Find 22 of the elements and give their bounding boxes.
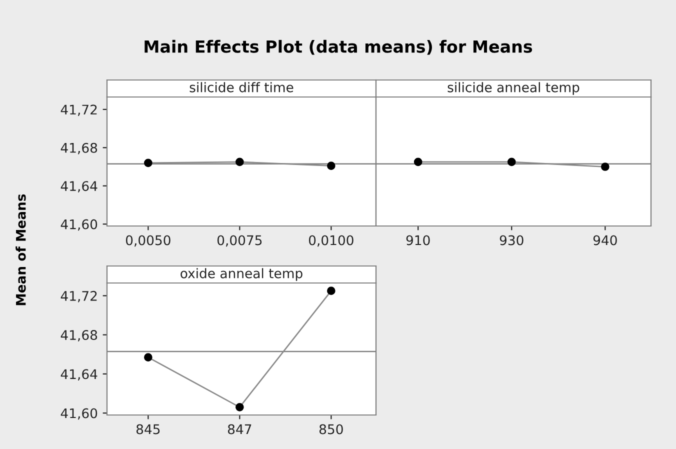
chart-title: silicide anneal temp [448,82,580,95]
text: Main Effects Plot (data means) for Means [144,40,532,55]
x-tick-label: 940 [593,235,617,246]
y-tick-label: 41,72 [60,290,97,302]
chart-title: silicide diff time [190,82,294,92]
y-tick-label: 41,60 [60,408,98,420]
y-axis-title: Mean of Means [16,194,26,306]
y-tick-label: 41,60 [60,219,98,231]
x-tick-label: 930 [500,235,524,246]
y-tick-label: 41,64 [60,181,98,192]
x-tick-label: 0,0075 [217,235,262,247]
x-tick-label: 850 [319,424,343,434]
x-tick-label: 845 [136,424,160,434]
y-tick-label: 41,72 [60,104,97,116]
y-tick-label: 41,64 [60,369,98,380]
y-tick-label: 41,68 [60,330,98,342]
y-tick-label: 41,68 [60,142,98,154]
x-tick-label: 0,0050 [126,235,170,247]
x-tick-label: 0,0100 [308,235,354,247]
x-tick-label: 847 [228,424,252,434]
chart-title: oxide anneal temp [180,268,302,281]
x-tick-label: 910 [406,235,430,246]
